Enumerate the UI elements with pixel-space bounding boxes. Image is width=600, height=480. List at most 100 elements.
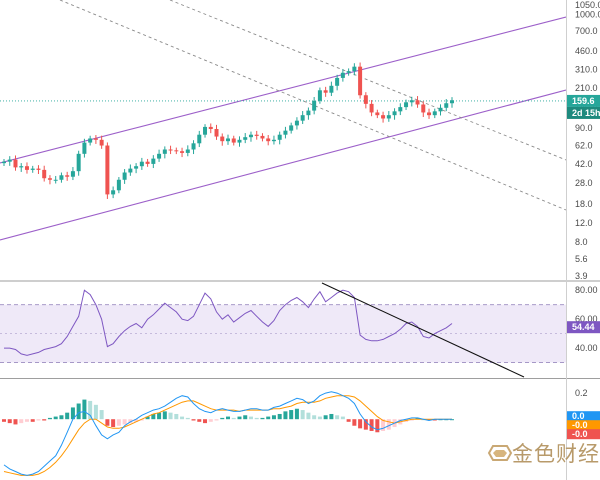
macd-hist-bar [243,415,248,420]
candle-up [203,126,208,135]
candle-down [208,126,213,130]
macd-hist-bar [185,417,190,420]
trendline-layer [0,0,566,241]
candle-up [294,120,299,126]
candle-down [254,134,259,136]
candle-up [300,115,305,121]
watermark-logo [487,445,513,461]
last-price-tag [567,94,600,107]
candle-down [36,168,41,170]
macd-hist-bar [369,419,374,431]
candle-up [444,103,449,108]
macd-hist-bar [409,419,414,421]
price-tick-label: 90.0 [575,123,593,133]
candle-up [438,107,443,112]
macd-hist-bar [317,416,322,420]
candles [2,62,454,199]
macd-hist-bar [2,419,6,422]
macd-hist-bar [122,419,127,425]
candle-up [386,115,391,119]
macd-hist-bar [162,411,167,420]
macd-hist-bar [151,413,156,420]
macd-hist-bar [381,419,386,431]
candle-up [134,166,139,169]
macd-hist-bar [294,408,299,420]
macd-hist-bar [306,412,311,420]
candle-down [427,112,432,116]
candle-down [231,138,236,143]
macd-hist-bar [271,415,276,420]
price-axis[interactable]: 1050.01000.0700.0460.0310.0210.0140.090.… [567,0,600,440]
candle-down [369,103,374,113]
macd-hist-bar [220,417,225,420]
candle-up [289,125,294,131]
candle-down [214,129,219,137]
rsi-trendline [321,282,525,378]
candle-down [47,178,52,180]
candle-up [237,139,242,143]
channel-lower-line [0,89,566,241]
macd-hist-bar [59,415,64,420]
candle-down [24,166,29,170]
macd-hist-bar [168,412,173,420]
candle-up [226,138,230,142]
rsi-line [4,289,453,356]
macd-hist-bar [30,419,35,422]
candle-up [340,72,345,78]
candle-up [2,161,6,164]
macd-hist-bar [105,419,110,426]
candle-down [174,150,179,152]
macd-hist-bar [139,419,144,421]
rsi-axis-ticks: 80.00 60.00 40.00 [575,285,598,353]
macd-line [3,391,452,476]
macd-hist-bar [283,411,288,420]
candle-up [450,100,454,104]
candle-down [65,175,70,177]
candle-up [335,77,340,86]
candle-up [352,66,357,72]
macd-hist-bar [415,417,420,420]
macd-hist-bar [300,410,305,420]
candle-down [93,138,98,140]
macd-hist-bar [65,412,70,420]
candle-down [381,115,386,119]
dashed-trendline-upper [169,0,566,161]
candle-up [30,168,35,170]
price-tick-label: 18.0 [575,199,593,209]
macd-hist-bar [191,419,196,421]
price-tick-label: 8.0 [575,237,588,247]
price-tick-label: 460.0 [575,46,598,56]
dashed-trendline-lower [59,0,566,211]
rsi-pane [0,282,566,378]
macd-hist-bar [93,404,98,420]
macd-hist-bar [363,419,368,430]
macd-hist-bar [375,419,380,433]
candle-down [180,151,185,153]
rsi-tick-label: 80.00 [575,285,598,295]
macd-hist-bar [329,413,334,420]
macd-hist-bar [180,416,185,420]
price-tick-label: 5.6 [575,254,588,264]
macd-hist-bar [340,416,345,420]
candle-up [398,107,403,112]
candle-up [243,137,248,140]
candle-up [19,166,24,168]
candle-up [409,100,414,103]
candle-down [415,100,420,105]
candle-up [432,111,437,116]
candle-down [266,138,271,142]
macd-value-tag-text: 0.0 [572,411,585,421]
price-axis-ticks: 1050.01000.0700.0460.0310.0210.0140.090.… [575,0,600,281]
macd-hist-bar [24,419,29,422]
macd-hist-bar [214,419,219,421]
candle-up [111,190,116,195]
macd-hist-bar [42,419,47,421]
candle-up [128,168,133,173]
candle-down [42,169,47,179]
macd-hist-bar [88,400,93,420]
candle-down [421,104,426,113]
macd-hist-bar [254,417,259,420]
candle-up [122,172,127,180]
macd-hist-bar [82,399,87,420]
